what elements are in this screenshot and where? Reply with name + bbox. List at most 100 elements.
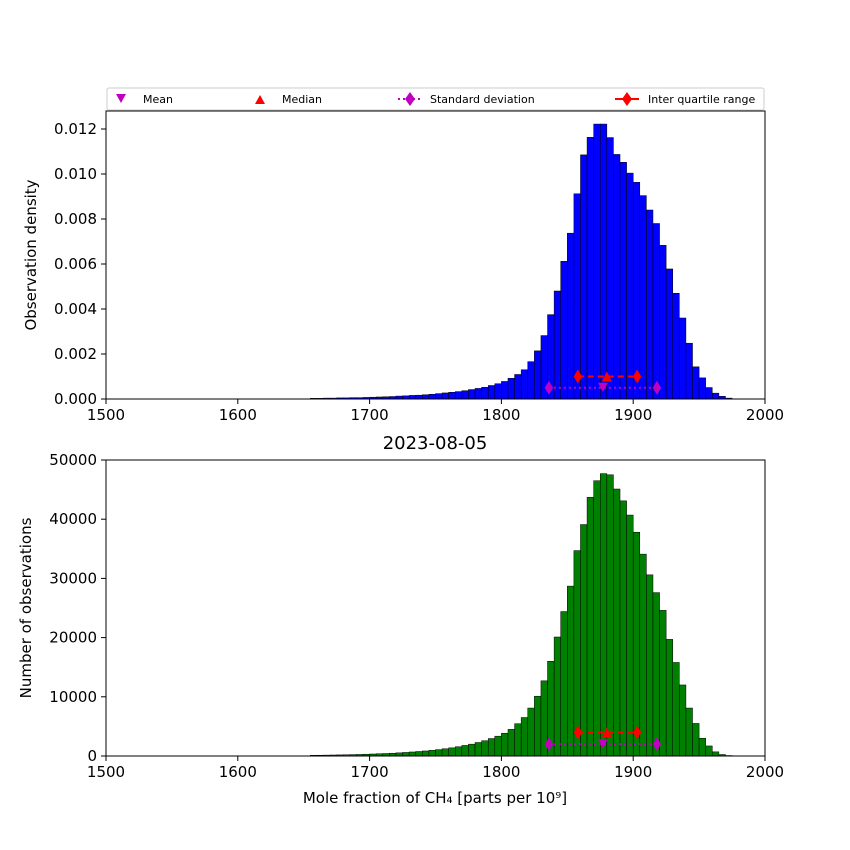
density-bar (428, 394, 436, 400)
density-y-tick-label: 0.008 (54, 210, 97, 228)
count-x-ticks: 1500 1600 1700 1800 1900 2000 (87, 756, 784, 781)
count-x-tick-label: 2000 (746, 763, 784, 781)
density-bar (659, 245, 667, 400)
density-bar (698, 377, 706, 400)
legend-frame (106, 87, 765, 111)
density-bar (455, 391, 463, 400)
count-bar (639, 553, 647, 757)
density-axes-frame (105, 110, 766, 400)
density-x-ticks: 1500 1600 1700 1800 1900 2000 (87, 399, 784, 424)
legend-entry-mean: Mean (116, 93, 173, 106)
count-bar (593, 480, 601, 757)
count-bar (474, 742, 482, 757)
density-iqr-high-marker (632, 369, 642, 384)
legend-label-median: Median (282, 93, 322, 106)
count-bar (455, 746, 463, 757)
count-y-tick-label: 30000 (49, 569, 97, 587)
count-y-tick-label: 40000 (49, 510, 97, 528)
legend-entry-median: Median (255, 93, 322, 106)
density-bar (560, 261, 568, 400)
count-chart-title: 2023-08-05 (383, 433, 488, 454)
count-y-tick-label: 0 (87, 747, 97, 765)
density-bar (501, 381, 509, 400)
count-bar (527, 707, 535, 757)
count-x-tick-label: 1800 (482, 763, 520, 781)
density-x-tick-label: 1600 (219, 406, 257, 424)
count-x-tick-label: 1700 (351, 763, 389, 781)
density-bar (534, 350, 542, 400)
count-y-ticks: 0 10000 20000 30000 40000 50000 (49, 451, 106, 765)
density-y-tick-label: 0.012 (54, 120, 97, 138)
density-bar (652, 223, 660, 400)
count-bar (646, 574, 654, 757)
count-bar (461, 745, 469, 757)
count-bar (435, 749, 443, 757)
count-x-tick-label: 1900 (614, 763, 652, 781)
legend: Mean Median Standard deviation Inter qua… (106, 87, 765, 111)
density-bar (593, 123, 601, 400)
count-median-marker (601, 727, 612, 738)
count-y-axis-label: Number of observations (17, 517, 35, 698)
density-bar (632, 182, 641, 400)
count-y-tick-label: 10000 (49, 688, 97, 706)
mean-marker-icon (116, 94, 126, 103)
count-bar (507, 729, 515, 757)
count-bar (441, 748, 449, 757)
density-y-tick-label: 0.000 (54, 390, 97, 408)
legend-label-mean: Mean (143, 93, 173, 106)
density-bar (573, 193, 581, 400)
density-bar (672, 293, 680, 400)
density-y-ticks: 0.000 0.002 0.004 0.006 0.008 0.010 0.012 (54, 120, 106, 408)
density-bar (626, 172, 634, 400)
count-bar (705, 745, 713, 757)
density-bar (448, 392, 456, 400)
density-bar (474, 388, 482, 400)
density-bar (606, 137, 614, 400)
density-y-tick-label: 0.004 (54, 300, 97, 318)
count-bar (534, 695, 542, 757)
count-iqr-low-marker (573, 725, 583, 740)
iqr-diamond-icon (622, 92, 632, 106)
density-bar (494, 383, 502, 400)
count-bar (573, 550, 581, 757)
density-x-tick-label: 1700 (351, 406, 389, 424)
density-bar (646, 209, 654, 400)
density-bar (468, 389, 476, 400)
count-bar (692, 723, 700, 757)
density-bar (422, 394, 430, 400)
density-y-tick-label: 0.006 (54, 255, 97, 273)
count-x-tick-label: 1500 (87, 763, 125, 781)
density-x-tick-label: 1500 (87, 406, 125, 424)
density-bar (679, 317, 687, 400)
count-bar (659, 610, 667, 757)
density-bar (520, 369, 529, 400)
density-bar (712, 392, 720, 400)
density-y-axis-label: Observation density (22, 179, 40, 330)
density-std-high-marker (652, 380, 662, 395)
count-bar (672, 662, 680, 757)
density-x-tick-label: 1800 (482, 406, 520, 424)
density-std-low-marker (544, 380, 554, 395)
density-bar (527, 361, 535, 400)
density-bar (639, 195, 647, 400)
count-bars (310, 473, 739, 757)
density-median-marker (601, 371, 612, 382)
median-marker-icon (255, 95, 265, 104)
density-bar (514, 374, 522, 400)
count-std-low-marker (544, 737, 554, 752)
count-bar (586, 497, 594, 757)
count-bar (402, 752, 410, 757)
count-axes-frame (105, 459, 766, 757)
count-panel: 2023-08-05 1500 1600 1700 1800 1900 2000 0 100… (17, 433, 784, 807)
density-bar (600, 123, 608, 400)
count-bar (606, 474, 614, 757)
count-bar (448, 747, 456, 757)
density-x-tick-label: 1900 (614, 406, 652, 424)
density-mean-marker (597, 382, 608, 392)
count-std-high-marker (652, 737, 662, 752)
count-y-tick-label: 20000 (49, 629, 97, 647)
count-x-tick-label: 1600 (219, 763, 257, 781)
count-bar (481, 740, 489, 757)
density-bar (586, 137, 594, 400)
count-bar (514, 723, 522, 757)
